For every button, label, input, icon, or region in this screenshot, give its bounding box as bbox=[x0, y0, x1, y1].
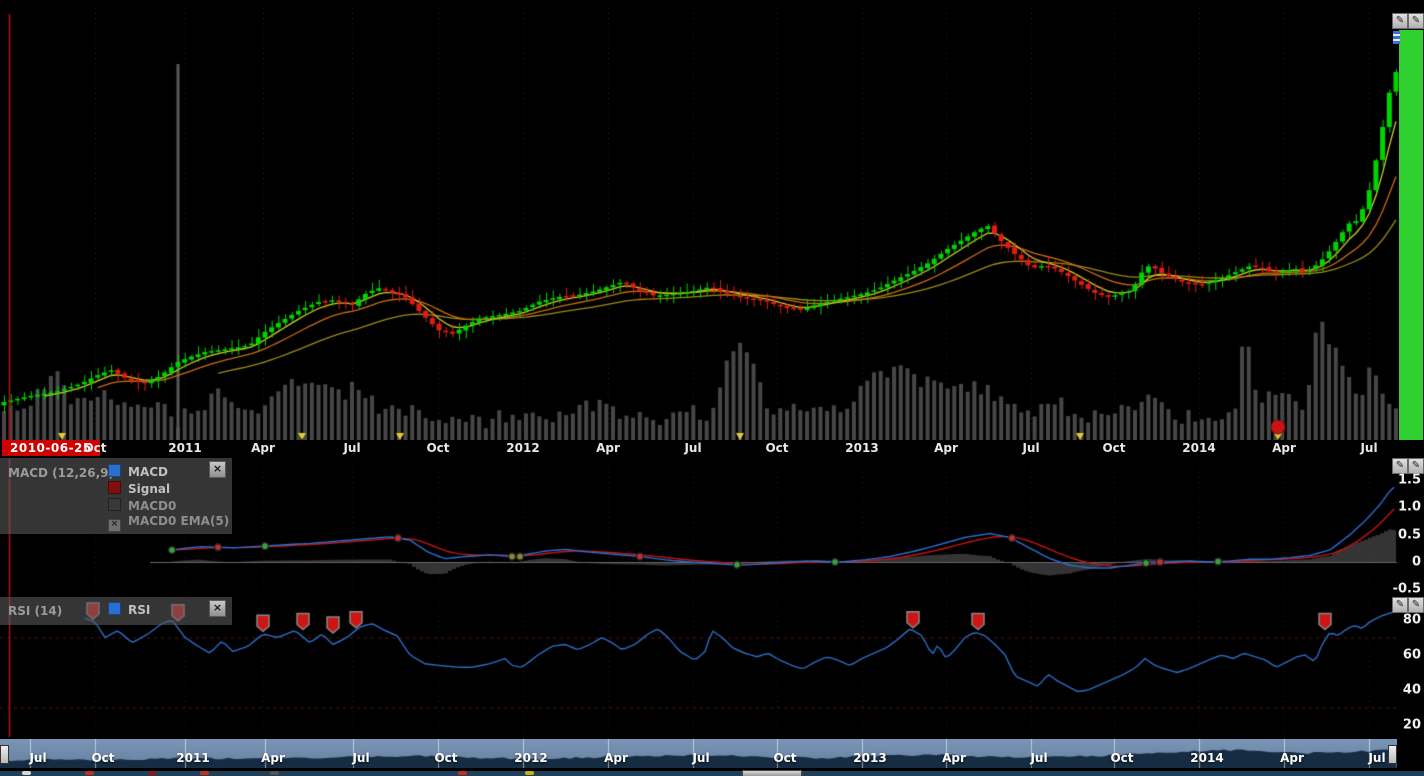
macd-axis-value: 0 bbox=[1411, 554, 1421, 570]
legend-item-signal[interactable]: Signal bbox=[108, 481, 171, 496]
x-axis-label: Oct bbox=[426, 441, 450, 455]
taskbar-fragment-icon bbox=[148, 771, 157, 775]
price-chart-canvas[interactable] bbox=[0, 0, 1424, 440]
x-axis-label: 2013 bbox=[845, 441, 879, 455]
navigator-label: 2011 bbox=[176, 751, 210, 765]
taskbar-fragment-icon bbox=[22, 771, 31, 775]
navigator-canvas[interactable] bbox=[0, 739, 1397, 768]
navigator-left-handle[interactable] bbox=[0, 745, 9, 764]
edit-axis-button[interactable]: ✎ bbox=[1408, 13, 1424, 29]
rsi-axis-value: 60 bbox=[1402, 647, 1421, 663]
x-axis-label: Oct bbox=[765, 441, 789, 455]
rsi-edit-axis-button[interactable]: ✎ bbox=[1408, 597, 1424, 613]
navigator-label: Oct bbox=[1110, 751, 1134, 765]
x-axis-label: 2012 bbox=[506, 441, 540, 455]
edit-chart-button[interactable]: ✎ bbox=[1392, 13, 1408, 29]
legend-item-macd0-ema-5-[interactable]: × MACD0 EMA(5) bbox=[108, 514, 230, 532]
legend-item-rsi[interactable]: RSI bbox=[108, 602, 151, 617]
x-axis-label: 2014 bbox=[1182, 441, 1216, 455]
macd-axis-value: 1.5 bbox=[1397, 472, 1421, 488]
legend-item-macd[interactable]: MACD bbox=[108, 464, 168, 479]
cursor-date-badge: 2010-06-25 bbox=[2, 440, 100, 456]
macd-close-button[interactable]: × bbox=[209, 461, 226, 478]
navigator-label: Oct bbox=[773, 751, 797, 765]
legend-item-label: MACD bbox=[128, 465, 168, 479]
x-axis-label: 2011 bbox=[168, 441, 202, 455]
taskbar-fragment-icon bbox=[270, 771, 279, 775]
price-scrollbar-green[interactable] bbox=[1399, 30, 1423, 440]
rsi-panel-title: RSI (14) bbox=[8, 604, 63, 618]
legend-color-chip bbox=[108, 602, 121, 615]
x-axis-label: Jul bbox=[684, 441, 702, 455]
navigator-label: Oct bbox=[91, 751, 115, 765]
legend-item-label: Signal bbox=[128, 482, 171, 496]
legend-color-chip bbox=[108, 481, 121, 494]
legend-color-chip: × bbox=[108, 519, 121, 532]
navigator-right-handle[interactable] bbox=[1388, 745, 1397, 764]
legend-color-chip bbox=[108, 464, 121, 477]
legend-item-label: MACD0 bbox=[128, 499, 177, 513]
navigator-label: Jul bbox=[692, 751, 710, 765]
horizontal-scrollbar-thumb[interactable] bbox=[742, 770, 802, 776]
date-axis-bar bbox=[0, 440, 1424, 458]
mini-flag-icon bbox=[1393, 31, 1400, 44]
x-axis-label: Jul bbox=[1360, 441, 1378, 455]
x-axis-label: Apr bbox=[1272, 441, 1296, 455]
navigator-label: Apr bbox=[604, 751, 628, 765]
macd-chart-canvas[interactable] bbox=[0, 458, 1424, 597]
x-axis-label: Apr bbox=[251, 441, 275, 455]
rsi-axis-value: 40 bbox=[1402, 682, 1421, 698]
legend-color-chip bbox=[108, 498, 121, 511]
rsi-axis-value: 20 bbox=[1402, 717, 1421, 733]
macd-edit-button[interactable]: ✎ bbox=[1392, 458, 1408, 474]
rsi-edit-button[interactable]: ✎ bbox=[1392, 597, 1408, 613]
taskbar-fragment-icon bbox=[85, 771, 94, 775]
navigator-label: Oct bbox=[434, 751, 458, 765]
taskbar-fragment-icon bbox=[200, 771, 209, 775]
macd-axis-value: 1.0 bbox=[1397, 499, 1421, 515]
rsi-close-button[interactable]: × bbox=[209, 600, 226, 617]
x-axis-label: Jul bbox=[1022, 441, 1040, 455]
navigator-label: Apr bbox=[261, 751, 285, 765]
x-axis-label: Oct bbox=[1102, 441, 1126, 455]
rsi-axis-value: 80 bbox=[1402, 612, 1421, 628]
bottom-scroll-strip bbox=[0, 769, 1424, 776]
navigator-label: Jul bbox=[29, 751, 47, 765]
navigator-label: 2013 bbox=[853, 751, 887, 765]
macd-panel-title: MACD (12,26,9) bbox=[8, 466, 115, 480]
taskbar-fragment-icon bbox=[458, 771, 467, 775]
x-axis-label: Apr bbox=[934, 441, 958, 455]
legend-item-label: RSI bbox=[128, 603, 151, 617]
x-axis-label: Apr bbox=[596, 441, 620, 455]
navigator-label: Apr bbox=[942, 751, 966, 765]
navigator-label: Jul bbox=[1368, 751, 1386, 765]
legend-item-label: MACD0 EMA(5) bbox=[128, 514, 230, 528]
navigator-label: Jul bbox=[352, 751, 370, 765]
navigator-label: Apr bbox=[1280, 751, 1304, 765]
navigator-label: 2014 bbox=[1190, 751, 1224, 765]
rsi-chart-canvas[interactable] bbox=[0, 597, 1424, 737]
macd-axis-value: -0.5 bbox=[1392, 581, 1421, 597]
x-axis-label: Jul bbox=[343, 441, 361, 455]
macd-axis-value: 0.5 bbox=[1397, 527, 1421, 543]
navigator-label: 2012 bbox=[514, 751, 548, 765]
taskbar-fragment-icon bbox=[525, 771, 534, 775]
x-axis-label: Oct bbox=[83, 441, 107, 455]
legend-item-macd0[interactable]: MACD0 bbox=[108, 498, 177, 513]
navigator-label: Jul bbox=[1030, 751, 1048, 765]
